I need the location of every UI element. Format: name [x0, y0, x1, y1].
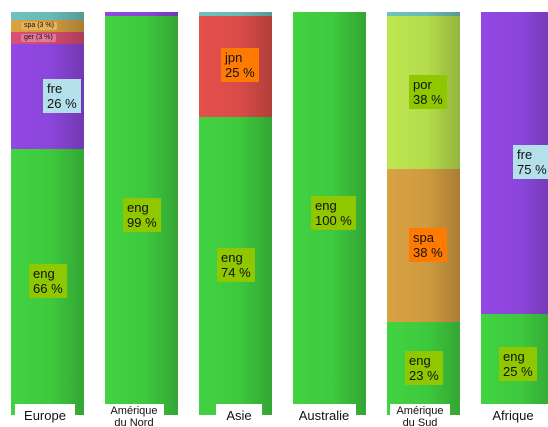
data-label-jpn: jpn 25 % — [221, 48, 259, 83]
data-label-por: por 38 % — [409, 74, 447, 109]
data-label-spa: spa (3 %) — [21, 22, 57, 31]
data-label-eng: eng 23 % — [405, 350, 443, 385]
data-label-eng: eng 74 % — [217, 247, 255, 282]
bar-segment-other — [387, 12, 460, 17]
category-label-1: Amérique du Nord — [104, 404, 164, 427]
category-label-3: Australie — [292, 404, 356, 427]
bar-segment-other — [199, 12, 272, 17]
data-label-eng: eng 25 % — [499, 346, 537, 381]
data-label-fre: fre 26 % — [43, 78, 81, 113]
bar-column-0: eng 66 % fre 26 % ger (3 %) spa (3 %) — [11, 12, 84, 415]
category-label-2: Asie — [216, 404, 262, 427]
bar-column-4: spa 38 % por 38 % eng 23 % — [387, 12, 460, 415]
category-label-4: Amérique du Sud — [390, 404, 450, 427]
data-label-eng: eng 99 % — [123, 197, 161, 232]
data-label-eng: eng 66 % — [29, 264, 67, 298]
bar-column-2: jpn 25 % eng 74 % — [199, 12, 272, 415]
bar-column-3: eng 100 % — [293, 12, 366, 415]
data-label-fre: fre 75 % — [513, 145, 548, 180]
data-label-spa: spa 38 % — [409, 227, 447, 262]
bar-column-5: fre 75 % eng 25 % — [481, 12, 548, 415]
bar-segment-fre — [105, 12, 178, 17]
bar-segment-other — [11, 12, 84, 21]
data-label-eng: eng 100 % — [311, 195, 356, 230]
bar-column-1: eng 99 % — [105, 12, 178, 415]
data-label-ger: ger (3 %) — [21, 34, 56, 43]
category-label-5: Afrique — [478, 404, 548, 427]
category-label-0: Europe — [15, 404, 75, 427]
